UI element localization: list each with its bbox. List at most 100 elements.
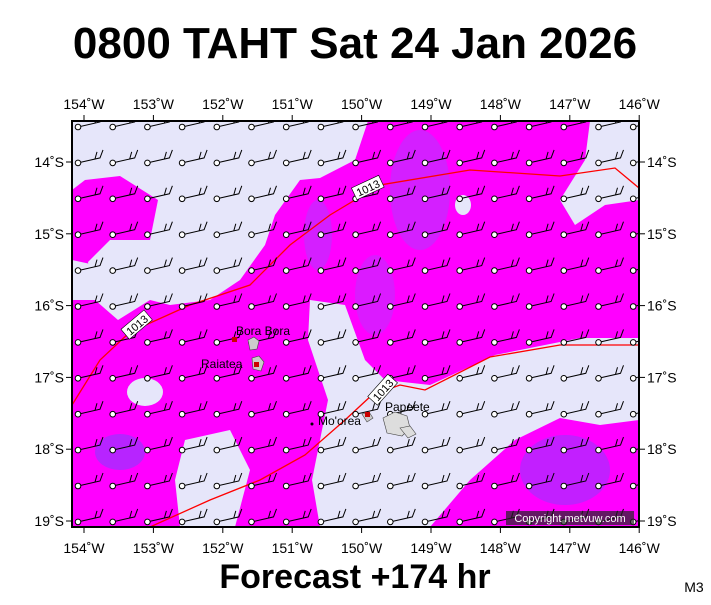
wind-barb — [144, 185, 173, 203]
barb-staff — [459, 149, 486, 164]
wind-barb — [560, 293, 590, 310]
wind-barb — [317, 365, 347, 382]
wind-barb — [144, 257, 173, 274]
wind-barb — [560, 329, 590, 346]
barb-staff — [77, 293, 104, 307]
wind-barb — [74, 472, 104, 490]
barb-staff — [77, 149, 104, 164]
wind-barb — [248, 185, 277, 203]
wind-barb — [456, 257, 486, 274]
wind-barb — [491, 185, 520, 203]
barb-station — [491, 375, 498, 382]
wind-barb — [352, 221, 382, 238]
barb-station — [144, 195, 151, 203]
wind-barb — [178, 221, 208, 238]
barb-station — [213, 123, 221, 131]
barb-station — [144, 518, 151, 526]
barb-staff — [251, 185, 277, 200]
barb-station — [352, 410, 359, 418]
lon-label: 151˚W — [272, 96, 314, 112]
barb-staff — [77, 221, 104, 236]
wind-barb — [387, 221, 416, 238]
wind-barb — [352, 329, 382, 346]
wind-barb — [491, 472, 520, 490]
wind-barb — [525, 365, 555, 382]
barb-staff — [286, 436, 312, 451]
barb-staff — [320, 293, 347, 307]
barb-station — [74, 303, 82, 310]
wind-barb — [178, 293, 208, 310]
wind-barb — [178, 472, 208, 490]
barb-station — [560, 267, 568, 274]
wind-barb — [456, 436, 486, 454]
barb-staff — [355, 436, 382, 451]
wind-barb — [629, 123, 639, 131]
barb-station — [491, 446, 498, 454]
barb-station — [109, 195, 116, 203]
barb-station — [387, 518, 394, 526]
barb-station — [144, 482, 151, 490]
barb-station — [282, 375, 290, 382]
barb-station — [109, 446, 116, 454]
barb-staff — [216, 257, 243, 272]
barb-staff — [459, 185, 486, 200]
barb-staff — [459, 257, 486, 272]
barb-staff — [459, 508, 486, 523]
wind-barb — [525, 221, 555, 238]
barb-staff — [528, 436, 555, 451]
barb-staff — [424, 293, 451, 307]
barb-staff — [181, 221, 208, 236]
wind-barb — [282, 329, 312, 346]
wind-barb — [248, 293, 277, 310]
barb-staff — [147, 365, 173, 379]
lat-label: 14˚S — [647, 154, 677, 170]
barb-staff — [598, 329, 624, 343]
barb-staff — [528, 257, 555, 272]
barb-staff — [390, 185, 416, 200]
wind-barb — [282, 472, 312, 490]
barb-staff — [598, 472, 624, 487]
wind-barb — [109, 401, 139, 418]
wind-barb — [387, 257, 416, 274]
lon-label: 147˚W — [549, 96, 591, 112]
wind-barb — [595, 257, 624, 274]
barb-station — [421, 123, 429, 131]
barb-staff — [355, 257, 382, 272]
wind-barb — [248, 436, 277, 454]
barb-station — [109, 123, 116, 131]
wind-barb — [421, 149, 451, 167]
barb-station — [491, 195, 498, 203]
wind-barb — [213, 508, 243, 526]
barb-station — [74, 482, 82, 490]
barb-staff — [320, 149, 347, 164]
wind-barb — [248, 221, 277, 238]
barb-staff — [355, 221, 382, 236]
island — [247, 336, 260, 351]
barb-staff — [528, 293, 555, 307]
wind-barb — [178, 149, 208, 167]
wind-barb — [421, 401, 451, 418]
barb-station — [525, 303, 533, 310]
barb-staff — [320, 221, 347, 236]
barb-station — [421, 446, 429, 454]
barb-station — [421, 518, 429, 526]
wind-barb — [144, 149, 173, 167]
wind-barb — [178, 365, 208, 382]
barb-station — [317, 446, 325, 454]
wind-barb — [421, 221, 451, 238]
copyright: Copyright metvuw.com — [514, 513, 625, 525]
barb-staff — [563, 149, 590, 164]
barb-staff — [216, 365, 243, 379]
wind-barbs — [74, 121, 639, 526]
barb-station — [213, 518, 221, 526]
barb-staff — [390, 508, 416, 523]
barb-staff — [494, 293, 520, 307]
barb-station — [178, 482, 186, 490]
barb-staff — [320, 185, 347, 200]
wind-barb — [178, 329, 208, 346]
wind-barb — [595, 293, 624, 310]
barb-station — [248, 518, 255, 526]
barb-station — [213, 231, 221, 238]
barb-staff — [494, 257, 520, 272]
barb-staff — [598, 185, 624, 200]
